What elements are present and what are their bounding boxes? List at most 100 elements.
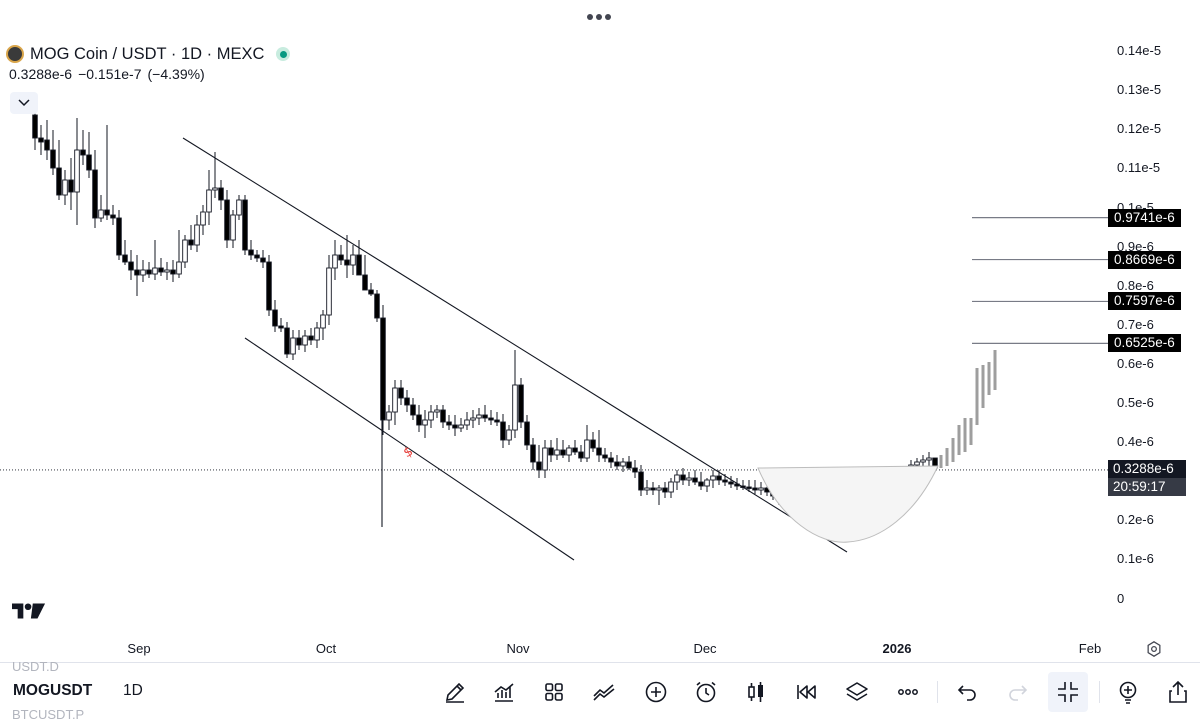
candle[interactable] — [530, 438, 536, 470]
candle[interactable] — [716, 470, 722, 485]
candle[interactable] — [320, 310, 326, 340]
candle[interactable] — [554, 438, 560, 460]
candle[interactable] — [188, 225, 194, 250]
candle[interactable] — [926, 452, 932, 468]
candle[interactable] — [434, 405, 440, 418]
candle[interactable] — [80, 130, 86, 165]
candle[interactable] — [194, 215, 200, 252]
fullscreen-exit-button[interactable] — [1048, 672, 1088, 712]
candle[interactable] — [206, 170, 212, 225]
candle[interactable] — [704, 478, 710, 492]
candle[interactable] — [254, 250, 260, 262]
drawing-tools-button[interactable] — [591, 679, 617, 705]
redo-button[interactable] — [1005, 679, 1031, 705]
candle[interactable] — [56, 140, 62, 200]
candle[interactable] — [488, 410, 494, 425]
publish-idea-button[interactable] — [1115, 679, 1141, 705]
candle[interactable] — [590, 432, 596, 452]
channel-upper-line[interactable] — [182, 137, 848, 553]
candle[interactable] — [686, 472, 692, 486]
candle[interactable] — [386, 405, 392, 430]
candle[interactable] — [164, 262, 170, 280]
candle[interactable] — [344, 235, 350, 278]
candle[interactable] — [224, 190, 230, 248]
candle[interactable] — [242, 195, 248, 255]
alert-button[interactable] — [693, 679, 719, 705]
candle[interactable] — [308, 328, 314, 345]
candle[interactable] — [428, 405, 434, 428]
candle[interactable] — [650, 482, 656, 495]
candle[interactable] — [698, 472, 704, 490]
candle[interactable] — [86, 132, 92, 178]
candle[interactable] — [128, 250, 134, 280]
indicators-button[interactable] — [491, 679, 517, 705]
candle[interactable] — [680, 468, 686, 485]
symbol-button[interactable]: MOGUSDT — [13, 682, 93, 699]
candle[interactable] — [158, 258, 164, 276]
candle[interactable] — [464, 412, 470, 430]
candle[interactable] — [644, 480, 650, 495]
apps-button[interactable] — [541, 679, 567, 705]
candle[interactable] — [284, 322, 290, 358]
candle[interactable] — [350, 245, 356, 275]
candle[interactable] — [692, 470, 698, 485]
candle[interactable] — [296, 330, 302, 350]
candle[interactable] — [728, 476, 734, 488]
layers-button[interactable] — [844, 679, 870, 705]
candle[interactable] — [758, 482, 764, 495]
candle[interactable] — [602, 448, 608, 462]
candle[interactable] — [578, 445, 584, 462]
candle[interactable] — [116, 210, 122, 260]
candle[interactable] — [74, 118, 80, 225]
candle[interactable] — [674, 470, 680, 490]
candle[interactable] — [260, 250, 266, 268]
candle[interactable] — [710, 470, 716, 488]
candle[interactable] — [176, 230, 182, 278]
candle[interactable] — [374, 290, 380, 322]
candle[interactable] — [572, 440, 578, 455]
candle[interactable] — [44, 120, 50, 160]
candle[interactable] — [638, 465, 644, 496]
cup-shape[interactable] — [757, 465, 939, 543]
candle[interactable] — [62, 170, 68, 205]
candle[interactable] — [290, 330, 296, 360]
candle[interactable] — [614, 455, 620, 470]
candle[interactable] — [356, 240, 362, 276]
candle[interactable] — [476, 408, 482, 425]
candle[interactable] — [518, 378, 524, 428]
legend-collapse-button[interactable] — [10, 92, 38, 114]
candle[interactable] — [548, 440, 554, 462]
candle[interactable] — [626, 456, 632, 470]
candle[interactable] — [524, 415, 530, 450]
candle[interactable] — [656, 485, 662, 505]
candle[interactable] — [266, 255, 272, 316]
candle[interactable] — [596, 430, 602, 462]
candle[interactable] — [404, 390, 410, 412]
candle[interactable] — [380, 305, 386, 435]
candle[interactable] — [512, 350, 518, 438]
candle[interactable] — [314, 322, 320, 348]
candle[interactable] — [170, 260, 176, 282]
candle[interactable] — [218, 180, 224, 210]
candle[interactable] — [560, 440, 566, 458]
candle[interactable] — [98, 195, 104, 222]
candle[interactable] — [302, 330, 308, 352]
candle[interactable] — [506, 425, 512, 445]
candle[interactable] — [752, 480, 758, 494]
price-chart[interactable]: $ — [0, 0, 1200, 662]
interval-button[interactable]: 1D — [123, 682, 143, 699]
share-button[interactable] — [1165, 679, 1191, 705]
candle[interactable] — [50, 130, 56, 175]
candle[interactable] — [140, 260, 146, 282]
candle[interactable] — [398, 380, 404, 405]
candle[interactable] — [458, 418, 464, 432]
candle[interactable] — [332, 240, 338, 280]
replay-button[interactable] — [794, 679, 820, 705]
candle[interactable] — [122, 240, 128, 265]
candle[interactable] — [482, 405, 488, 422]
candle[interactable] — [200, 205, 206, 235]
candle[interactable] — [182, 235, 188, 268]
watchlist-prev-symbol[interactable]: USDT.D — [12, 659, 59, 674]
candle[interactable] — [566, 445, 572, 462]
candle[interactable] — [326, 255, 332, 325]
